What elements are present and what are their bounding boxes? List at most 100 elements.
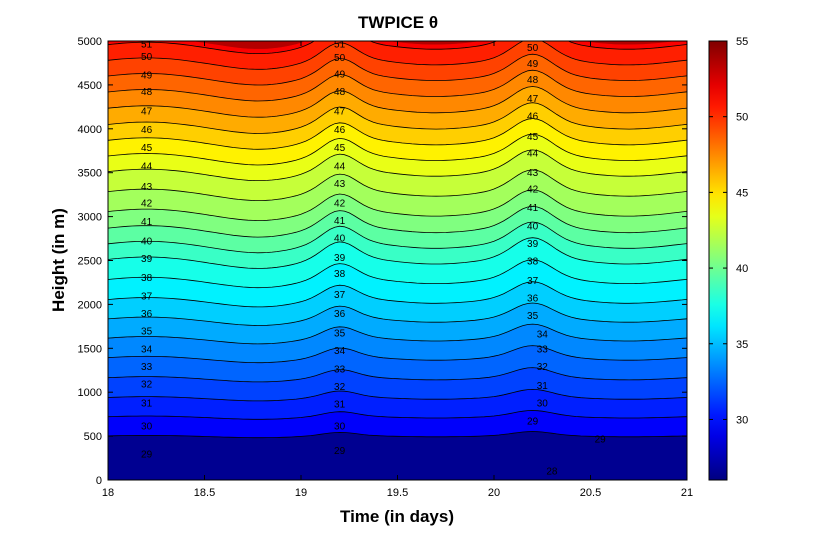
contour-label: 47 xyxy=(527,94,539,105)
contour-line xyxy=(108,69,687,102)
contour-label: 46 xyxy=(141,125,153,136)
contour-label: 41 xyxy=(527,203,539,214)
contour-line xyxy=(108,345,687,364)
contour-line xyxy=(108,133,687,166)
y-tick-label: 4000 xyxy=(78,124,102,136)
contour-band xyxy=(192,41,677,49)
contour-label: 48 xyxy=(527,75,539,86)
contour-label: 43 xyxy=(334,179,346,190)
contour-label: 47 xyxy=(334,106,346,117)
contour-label: 49 xyxy=(334,70,346,81)
x-tick-label: 19 xyxy=(295,487,307,499)
contour-label: 42 xyxy=(527,185,539,196)
colorbar-tick-label: 35 xyxy=(736,339,748,351)
contour-label: 50 xyxy=(334,53,346,64)
contour-label: 43 xyxy=(141,182,153,193)
contour-label: 31 xyxy=(537,381,549,392)
x-tick-label: 18.5 xyxy=(194,487,215,499)
y-tick-label: 3500 xyxy=(78,168,102,180)
contour-label: 30 xyxy=(537,399,549,410)
contour-label: 38 xyxy=(141,273,153,284)
contour-label: 32 xyxy=(141,379,153,390)
contour-label: 39 xyxy=(141,254,153,265)
contour-label: 36 xyxy=(527,293,539,304)
contour-line xyxy=(108,302,687,326)
contour-line xyxy=(108,237,687,269)
contour-label: 50 xyxy=(141,52,153,63)
contour-line xyxy=(108,118,687,150)
y-tick-label: 1000 xyxy=(78,387,102,399)
contour-line xyxy=(108,388,687,402)
y-axis-label: Height (in m) xyxy=(49,208,68,312)
contour-line xyxy=(108,281,687,308)
x-tick-label: 19.5 xyxy=(387,487,408,499)
contour-label: 35 xyxy=(334,329,346,340)
chart-title: TWPICE θ xyxy=(358,13,438,32)
contour-label: 44 xyxy=(334,162,346,173)
contour-line xyxy=(108,205,687,238)
contour-labels: 5150494847464544434241403938373635343332… xyxy=(141,40,607,477)
y-tick-label: 5000 xyxy=(78,36,102,48)
y-axis: 0 500 1000 1500 2000 2500 3000 3500 4000 4500 5000 xyxy=(78,36,687,487)
contour-label: 47 xyxy=(141,106,153,117)
contour-label: 48 xyxy=(141,87,153,98)
contour-label: 39 xyxy=(527,239,539,250)
y-tick-label: 4500 xyxy=(78,80,102,92)
contour-line xyxy=(108,169,687,201)
contour-label: 35 xyxy=(141,327,153,338)
colorbar-tick-label: 45 xyxy=(736,187,748,199)
contour-label: 39 xyxy=(334,253,346,264)
x-tick-label: 18 xyxy=(102,487,114,499)
contour-label: 34 xyxy=(334,346,346,357)
y-tick-label: 2000 xyxy=(78,299,102,311)
contour-label: 36 xyxy=(334,309,346,320)
contour-label: 40 xyxy=(334,234,346,245)
contour-label: 50 xyxy=(527,43,539,54)
contour-label: 49 xyxy=(141,70,153,81)
colorbar-tick-label: 55 xyxy=(736,36,748,48)
contour-label: 41 xyxy=(334,216,346,227)
contour-line xyxy=(108,41,687,70)
contour-label: 37 xyxy=(141,292,153,303)
contour-label: 34 xyxy=(141,344,153,355)
contour-fill xyxy=(108,41,687,480)
contour-label: 41 xyxy=(141,217,153,228)
contour-label: 36 xyxy=(141,309,153,320)
x-axis: 18 18.5 19 19.5 20 20.5 21 xyxy=(102,41,693,499)
contour-label: 29 xyxy=(141,450,153,461)
contour-label: 30 xyxy=(141,422,153,433)
colorbar-gradient xyxy=(708,40,728,481)
colorbar-tick-label: 40 xyxy=(736,263,748,275)
y-tick-label: 1500 xyxy=(78,343,102,355)
contour-label: 51 xyxy=(141,40,153,51)
contour-label: 33 xyxy=(537,344,549,355)
contour-label: 31 xyxy=(334,400,346,411)
contour-label: 38 xyxy=(527,257,539,268)
contour-label: 31 xyxy=(141,399,153,410)
contour-line xyxy=(108,410,687,420)
contour-label: 45 xyxy=(527,132,539,143)
contour-label: 44 xyxy=(141,162,153,173)
contour-label: 37 xyxy=(334,290,346,301)
y-tick-label: 2500 xyxy=(78,256,102,268)
contour-label: 28 xyxy=(546,466,558,477)
contour-label: 44 xyxy=(527,149,539,160)
contour-line xyxy=(108,323,687,345)
contour-line xyxy=(108,221,687,254)
contour-label: 37 xyxy=(527,276,539,287)
contour-label: 46 xyxy=(334,125,346,136)
contour-label: 48 xyxy=(334,87,346,98)
contour-label: 43 xyxy=(527,168,539,179)
contour-label: 40 xyxy=(527,221,539,232)
contour-line xyxy=(108,431,687,439)
contour-lines xyxy=(108,41,687,439)
contour-label: 38 xyxy=(334,269,346,280)
contour-label: 30 xyxy=(334,422,346,433)
contour-label: 35 xyxy=(527,311,539,322)
colorbar-tick-label: 30 xyxy=(736,414,748,426)
y-tick-label: 3000 xyxy=(78,212,102,224)
contour-label: 29 xyxy=(595,435,607,446)
x-tick-label: 21 xyxy=(681,487,693,499)
x-tick-label: 20 xyxy=(488,487,500,499)
